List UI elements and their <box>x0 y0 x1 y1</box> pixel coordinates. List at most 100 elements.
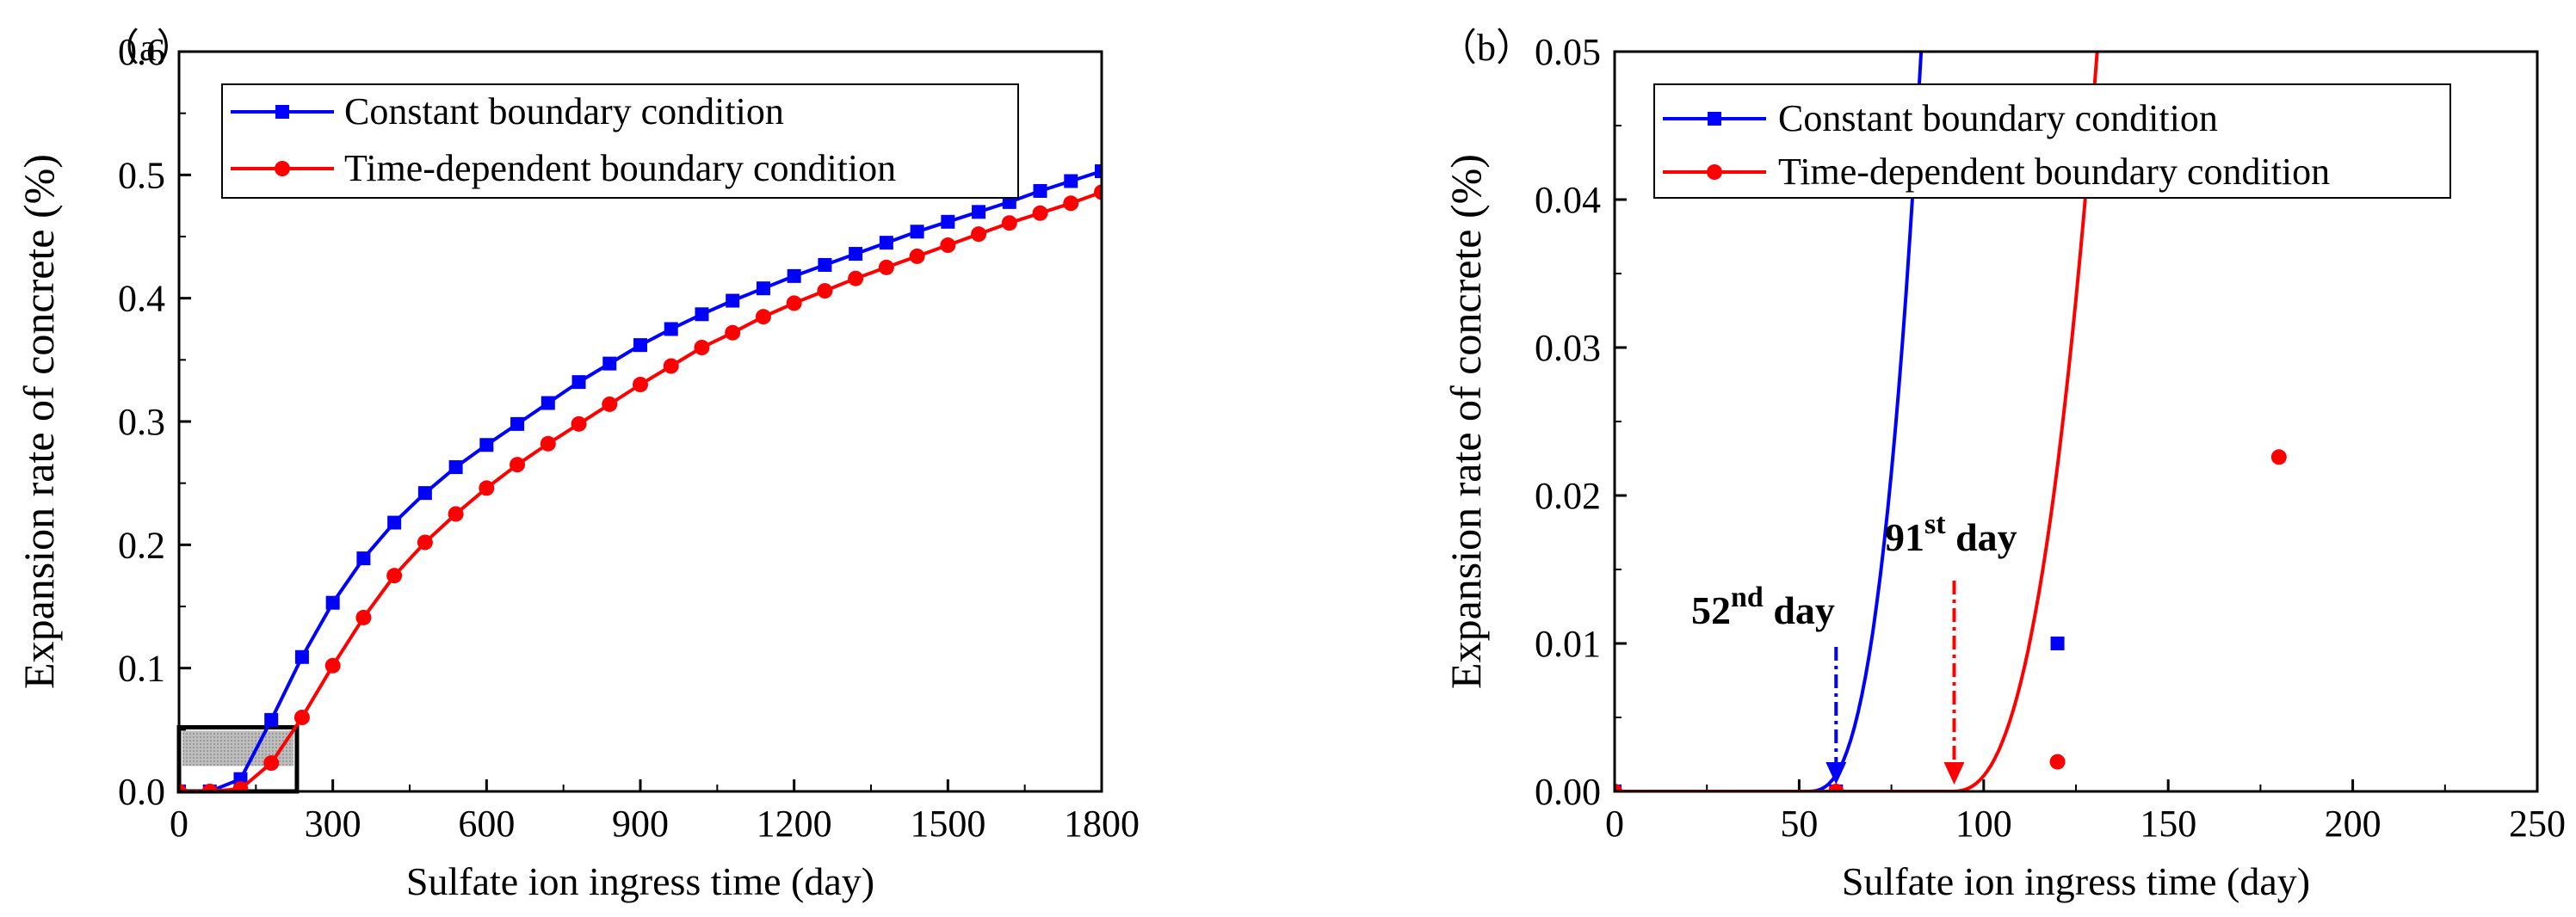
legend-box <box>221 83 1019 199</box>
annotation-arrow-head <box>1825 762 1847 785</box>
data-point-timedep <box>633 377 648 392</box>
x-tick-label: 300 <box>305 803 361 845</box>
data-point-timedep <box>817 283 833 299</box>
data-point-timedep <box>971 226 987 243</box>
data-point-timedep <box>293 710 310 725</box>
data-point-constant <box>602 356 617 371</box>
panel-a-legend: Constant boundary condition Time-depende… <box>221 83 1019 199</box>
chart-panel-b: （b） 0 50 100 150 200 2500.000.010.020.030.040… <box>1439 27 2566 903</box>
y-tick-label: 0.0 <box>118 771 165 813</box>
x-tick-label: 1500 <box>910 803 985 845</box>
y-tick-label: 0.05 <box>1535 31 1601 73</box>
series-timedep-line <box>179 190 1102 791</box>
panel-a-series <box>179 164 1102 791</box>
panel-b-annotations: 52nd day 91st day <box>1691 508 2017 785</box>
data-point-constant <box>633 338 647 353</box>
data-point-timedep <box>510 457 526 473</box>
data-point-constant <box>448 460 463 475</box>
data-point-timedep <box>540 435 556 452</box>
y-tick-label: 0.03 <box>1535 327 1601 369</box>
data-point-timedep <box>2270 449 2287 465</box>
data-point-constant <box>2050 637 2065 650</box>
data-point-timedep <box>479 480 495 496</box>
data-point-timedep <box>940 237 956 254</box>
data-point-timedep <box>448 506 464 522</box>
data-point-timedep <box>179 784 187 791</box>
data-point-constant <box>387 515 402 530</box>
data-point-constant <box>910 225 924 239</box>
data-point-timedep <box>848 270 864 286</box>
x-tick-label: 200 <box>2325 803 2381 845</box>
data-point-constant <box>1033 183 1047 198</box>
x-tick-label: 900 <box>612 803 669 845</box>
legend-constant-marker <box>1708 112 1721 126</box>
panel-b-series <box>1615 52 2287 791</box>
x-tick-label: 250 <box>2509 803 2566 845</box>
y-tick-label: 0.00 <box>1535 771 1601 813</box>
data-point-timedep <box>1063 195 1079 212</box>
data-point-timedep <box>1001 215 1017 231</box>
x-tick-label: 50 <box>1780 803 1818 845</box>
panel-b-x-axis-label: Sulfate ion ingress time (day) <box>1842 859 2310 903</box>
data-point-constant <box>417 486 432 501</box>
annotation-91st-day: 91st day <box>1885 508 2017 559</box>
legend-timedep-label: Time-dependent boundary condition <box>344 147 896 189</box>
y-tick-label: 0.5 <box>118 154 165 196</box>
data-point-timedep <box>1094 184 1102 200</box>
data-point-timedep <box>786 295 802 311</box>
data-point-timedep <box>324 657 341 674</box>
data-point-constant <box>510 416 525 431</box>
x-tick-label: 0 <box>1605 803 1624 845</box>
data-point-timedep <box>232 781 249 791</box>
legend-timedep-marker <box>1707 164 1722 180</box>
chart-panel-a: （a） 0 300 600 900 1200 1500 18000.00.10.20.30.… <box>15 27 1140 903</box>
data-point-timedep <box>878 259 894 275</box>
data-point-constant <box>756 281 770 296</box>
panel-a-y-axis-label: Expansion rate of concrete (%) <box>15 154 63 689</box>
legend-box <box>1653 83 2451 199</box>
panel-a-frame <box>177 50 1103 793</box>
data-point-constant <box>294 649 309 664</box>
data-point-timedep <box>602 396 618 412</box>
series-timedep-line <box>1615 52 2099 791</box>
data-point-constant <box>941 214 955 229</box>
data-point-constant <box>356 551 371 566</box>
data-point-constant <box>818 257 832 272</box>
y-tick-label: 0.4 <box>118 278 165 320</box>
data-point-constant <box>1064 174 1078 188</box>
x-tick-label: 150 <box>2140 803 2196 845</box>
panel-a-axes: 0 300 600 900 1200 1500 1800 0.0 0.1 0.2 0.3 0.4 0.5… <box>118 31 1140 845</box>
data-point-timedep <box>355 609 372 625</box>
panel-a-x-axis-label: Sulfate ion ingress time (day) <box>406 859 874 903</box>
data-point-timedep <box>263 755 280 772</box>
legend-constant-label: Constant boundary condition <box>344 90 784 132</box>
data-point-timedep <box>1828 784 1844 791</box>
data-point-constant <box>479 438 494 452</box>
data-point-timedep <box>201 784 218 791</box>
data-point-timedep <box>1032 205 1048 221</box>
x-tick-label: 1800 <box>1064 803 1140 845</box>
data-point-timedep <box>663 358 679 374</box>
data-point-constant <box>726 293 740 308</box>
data-point-timedep <box>417 534 433 551</box>
panel-b-y-axis-label: Expansion rate of concrete (%) <box>1442 154 1490 689</box>
data-point-timedep <box>571 415 587 432</box>
data-point-timedep <box>725 324 741 341</box>
legend-timedep-marker <box>275 161 290 176</box>
x-tick-label: 100 <box>1955 803 2012 845</box>
data-point-constant <box>972 205 986 219</box>
y-tick-label: 0.6 <box>118 31 165 73</box>
data-point-timedep <box>755 309 771 325</box>
annotation-arrow-head <box>1943 762 1965 785</box>
legend-constant-label: Constant boundary condition <box>1778 97 2218 139</box>
data-point-constant <box>695 307 709 322</box>
y-tick-label: 0.01 <box>1535 623 1601 665</box>
y-tick-label: 0.3 <box>118 401 165 443</box>
data-point-constant <box>571 375 586 390</box>
data-point-constant <box>325 595 340 610</box>
panel-b-label: （b） <box>1439 27 1534 69</box>
y-tick-label: 0.04 <box>1535 179 1601 221</box>
annotation-52nd-day: 52nd day <box>1691 582 1835 632</box>
data-point-constant <box>787 268 801 283</box>
data-point-timedep <box>2049 754 2066 770</box>
